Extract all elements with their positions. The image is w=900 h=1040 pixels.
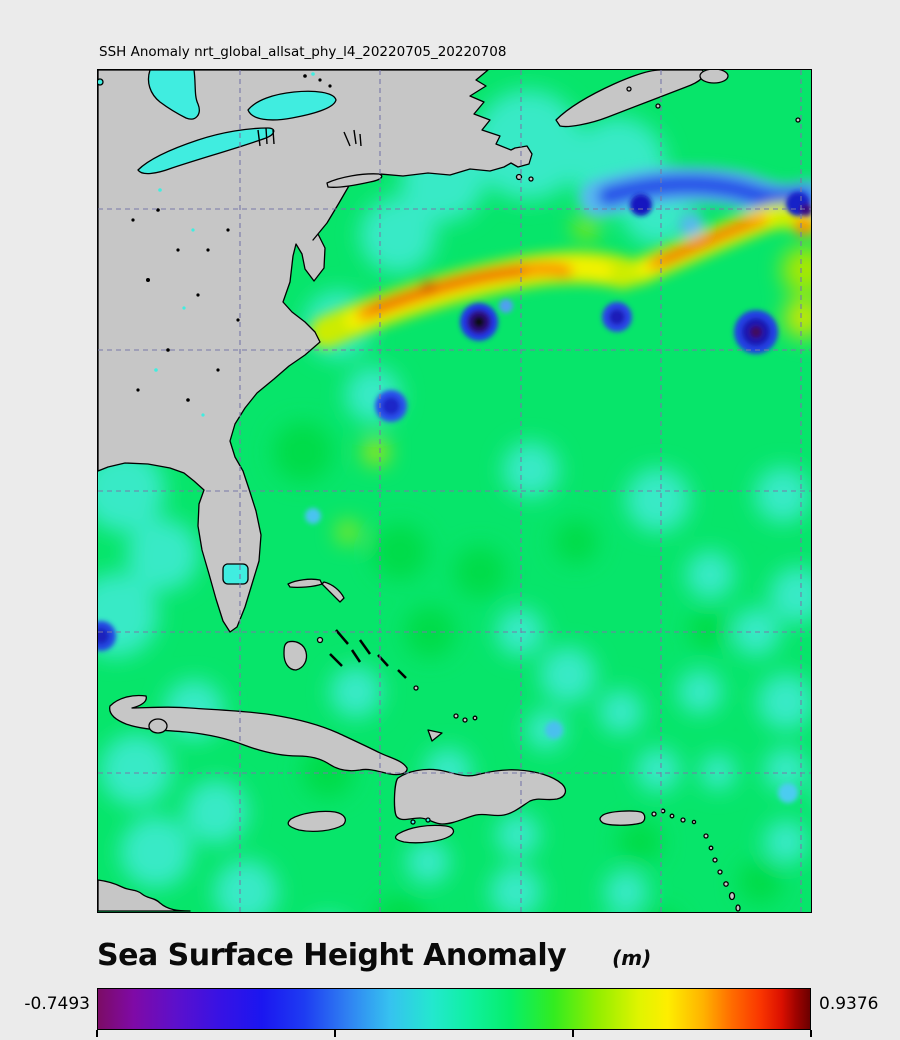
plot-title: SSH Anomaly nrt_global_allsat_phy_l4_202… [99, 44, 507, 60]
gulf-stream-bands [310, 166, 811, 348]
island-small-ne2 [655, 103, 661, 109]
island-abaco [321, 581, 345, 603]
lake-ontario [247, 90, 337, 121]
colorbar-max-label: 0.9376 [819, 994, 879, 1014]
lake-okeechobee [222, 563, 249, 585]
colorbar [97, 988, 811, 1030]
land-cyan-specks [154, 72, 315, 417]
island-marthas-vineyard [515, 173, 523, 181]
island-small-ne [626, 86, 632, 92]
terrain-specks [257, 127, 362, 147]
colorbar-tick [810, 1030, 812, 1037]
land-nova-scotia [555, 70, 705, 128]
island-hispaniola [393, 768, 567, 825]
land-lake-specks [131, 74, 332, 402]
map-panel [97, 69, 812, 913]
lesser-antilles [413, 685, 741, 912]
colorbar-heading: Sea Surface Height Anomaly (m) [97, 938, 651, 973]
land-honduras-corner [98, 879, 191, 912]
lakes [98, 70, 431, 825]
graticule [98, 70, 811, 912]
island-isle-of-youth [148, 718, 168, 734]
island-puerto-rico [599, 810, 646, 826]
island-new-providence [316, 636, 324, 644]
ssh-anomaly-map [98, 70, 811, 912]
colorbar-tick [96, 1030, 98, 1037]
island-great-inagua [427, 729, 443, 742]
lake-huron [147, 70, 200, 120]
land-cape-breton [699, 70, 729, 84]
colorbar-units-label: (m) [612, 946, 652, 970]
colorbar-tick-row [96, 1030, 812, 1038]
colorbar-tick [333, 1030, 336, 1037]
island-jamaica [287, 810, 346, 832]
island-cuba [109, 694, 408, 776]
island-andros [283, 640, 308, 671]
island-small-ne3 [795, 117, 801, 123]
colorbar-tick [572, 1030, 575, 1037]
island-haiti-south-peninsula [394, 824, 455, 844]
cold-eddies [98, 192, 811, 803]
island-nantucket [528, 176, 534, 182]
colorbar-heading-text: Sea Surface Height Anomaly [97, 938, 567, 973]
colorbar-min-label: -0.7493 [24, 994, 90, 1014]
